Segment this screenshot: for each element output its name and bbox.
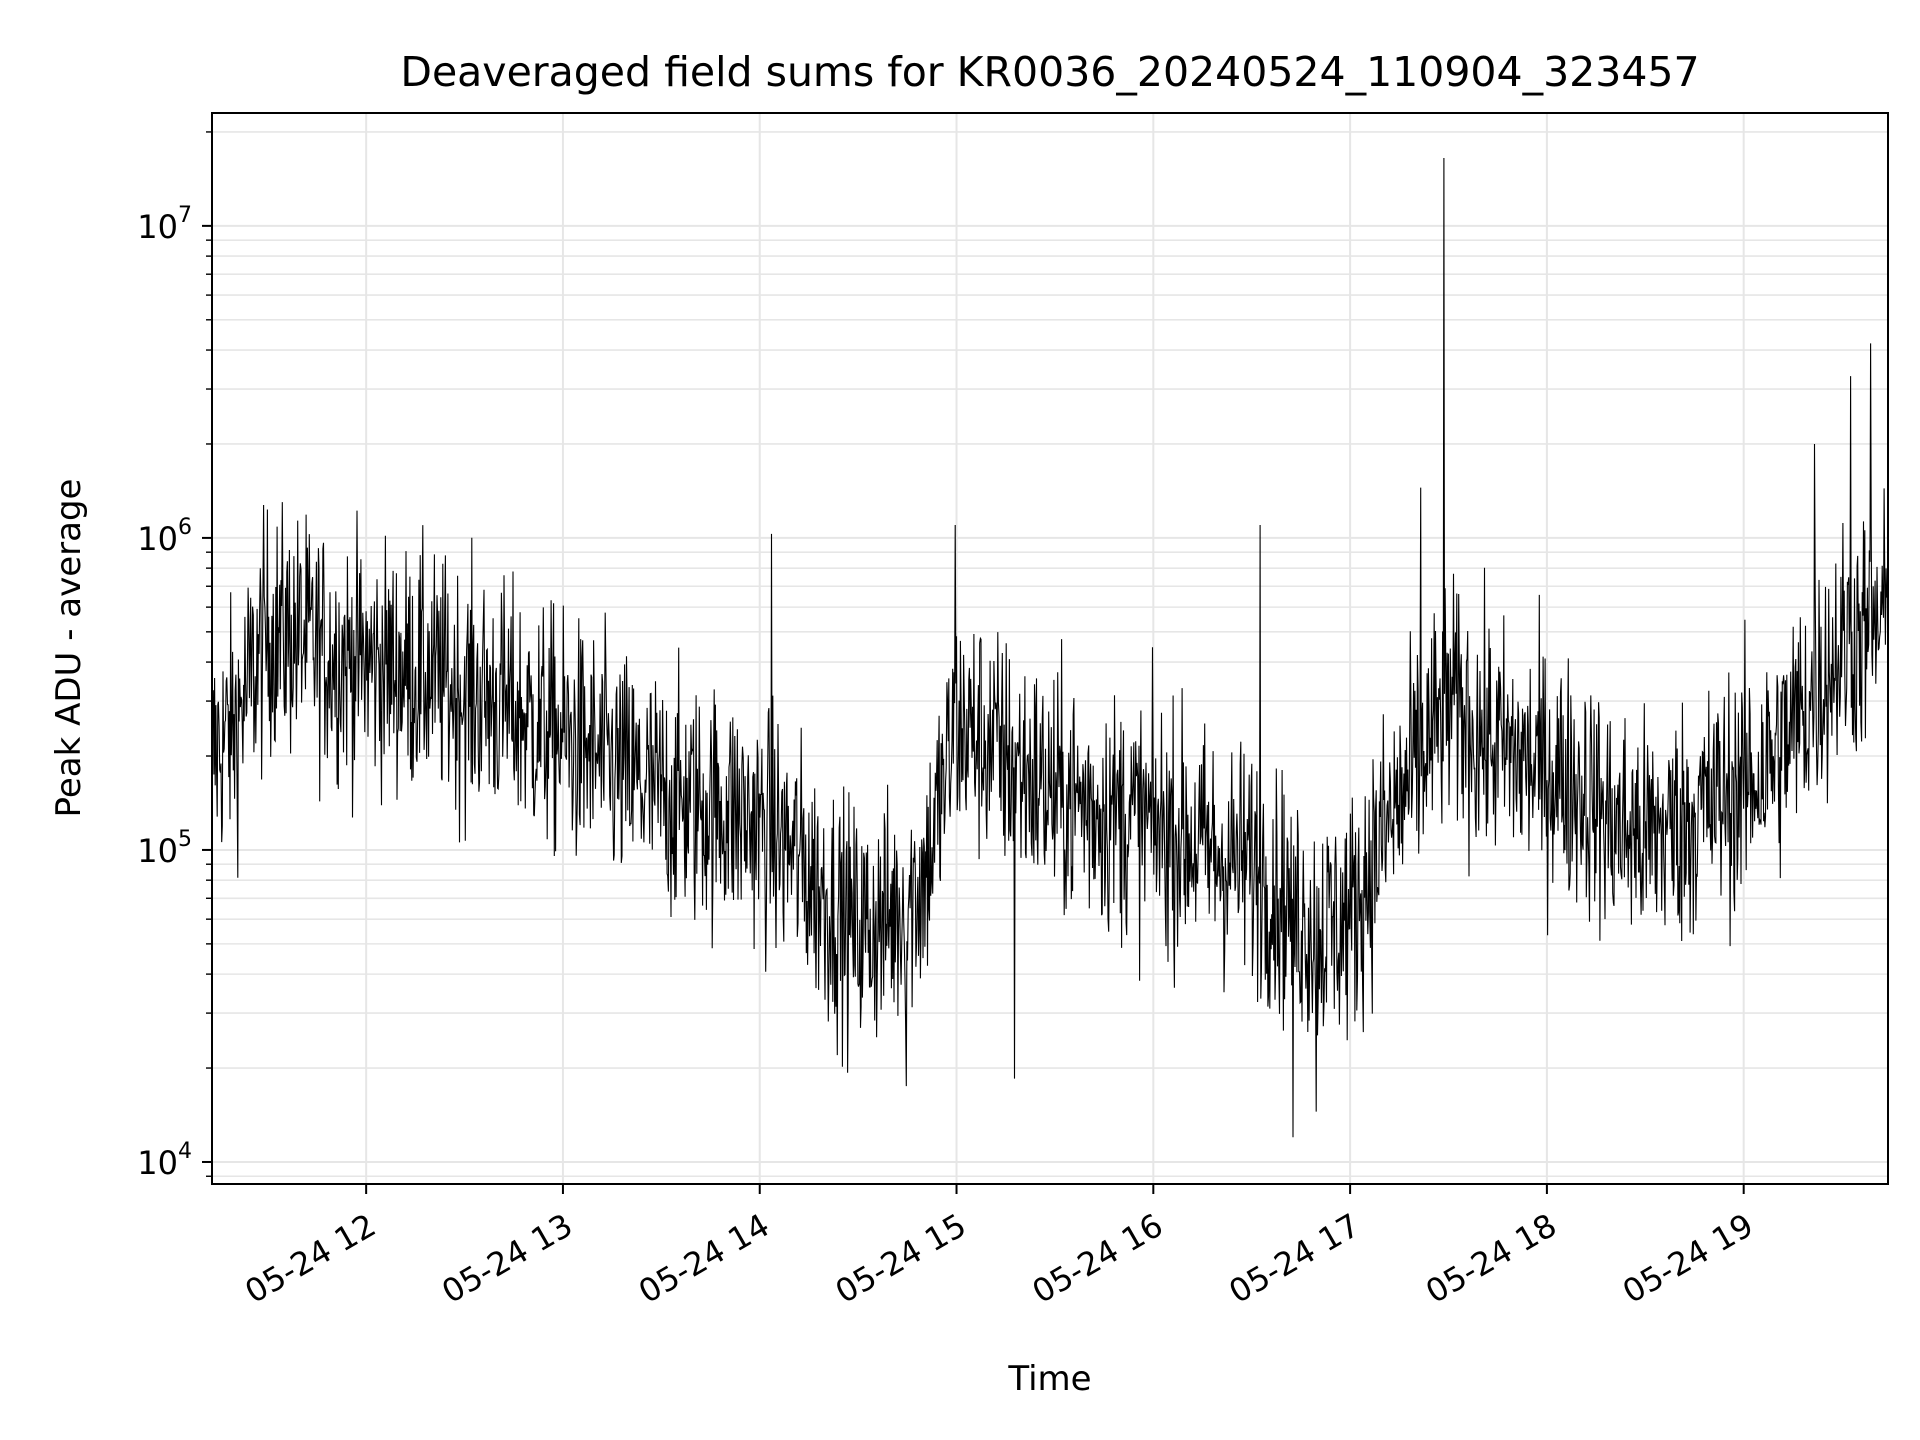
y-tick-label: 106 bbox=[137, 515, 192, 558]
x-axis-label: Time bbox=[1007, 1359, 1091, 1399]
series-line bbox=[212, 157, 1888, 1138]
plot-frame bbox=[211, 112, 1889, 1185]
y-tick-label: 104 bbox=[137, 1139, 192, 1182]
y-axis-label: Peak ADU - average bbox=[49, 479, 89, 818]
y-tick-label: 105 bbox=[137, 827, 192, 870]
y-tick-label: 107 bbox=[137, 203, 192, 246]
chart-title: Deaveraged field sums for KR0036_2024052… bbox=[400, 48, 1699, 96]
plot-area bbox=[212, 157, 1888, 1138]
y-axis: 104 105 106 107 bbox=[137, 131, 212, 1182]
